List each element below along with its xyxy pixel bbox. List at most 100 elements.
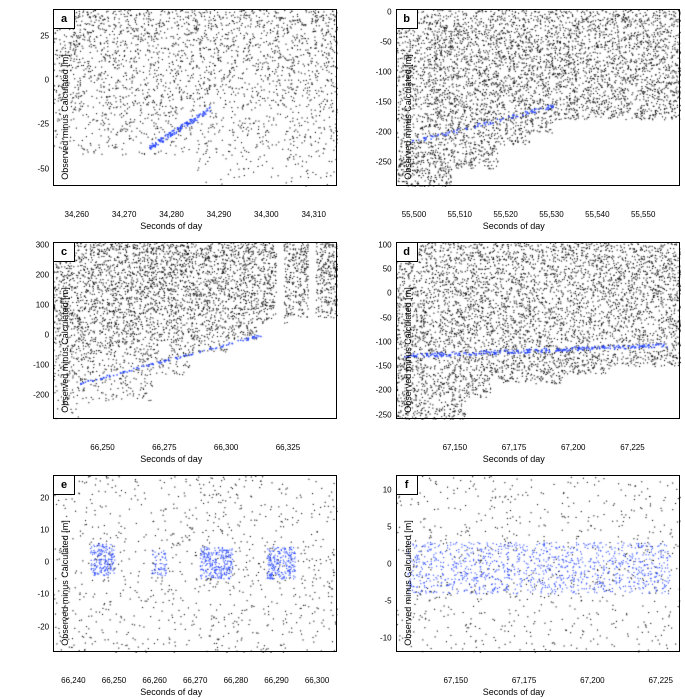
ytick: 25 bbox=[40, 31, 49, 40]
scatter-canvas-e bbox=[54, 476, 338, 653]
ytick: 10 bbox=[40, 526, 49, 535]
panel-tag-f: f bbox=[397, 476, 418, 495]
ytick: -50 bbox=[38, 164, 50, 173]
plot-area-f: f bbox=[396, 475, 680, 652]
xtick: 34,260 bbox=[65, 210, 89, 219]
plot-area-d: d bbox=[396, 242, 680, 419]
xtick: 67,200 bbox=[580, 676, 604, 685]
scatter-canvas-f bbox=[397, 476, 681, 653]
ytick: -150 bbox=[376, 362, 392, 371]
panel-c: c 66,250 66,275 66,300 66,325 -200 -100 0 100 200… bbox=[0, 233, 343, 466]
ytick: -200 bbox=[376, 128, 392, 137]
ylabel: Observed minus Calculated [m] bbox=[402, 520, 412, 646]
ylabel: Observed minus Calculated [m] bbox=[402, 287, 412, 413]
xtick: 66,270 bbox=[183, 676, 207, 685]
ytick: -100 bbox=[376, 68, 392, 77]
plot-area-b: b bbox=[396, 9, 680, 186]
ytick: -10 bbox=[38, 590, 50, 599]
xtick: 66,290 bbox=[264, 676, 288, 685]
panel-tag-a: a bbox=[54, 10, 75, 29]
xlabel: Seconds of day bbox=[483, 687, 545, 697]
panel-f: f 67,150 67,175 67,200 67,225 -10 -5 0 5 10 Observ… bbox=[343, 466, 685, 699]
xtick: 34,290 bbox=[207, 210, 231, 219]
xlabel: Seconds of day bbox=[140, 221, 202, 231]
ytick: 10 bbox=[383, 486, 392, 495]
xlabel: Seconds of day bbox=[483, 221, 545, 231]
xtick: 67,150 bbox=[443, 443, 467, 452]
ylabel: Observed minus Calculated [m] bbox=[402, 54, 412, 180]
panel-a: a 34,260 34,270 34,280 34,290 34,300 34,310 -50… bbox=[0, 0, 343, 233]
xtick: 34,310 bbox=[301, 210, 325, 219]
xtick: 66,300 bbox=[305, 676, 329, 685]
xtick: 67,175 bbox=[512, 676, 536, 685]
xtick: 55,520 bbox=[493, 210, 517, 219]
panel-e: e66,24066,25066,26066,27066,28066,29066,… bbox=[0, 466, 343, 699]
panel-tag-b: b bbox=[397, 10, 418, 29]
ylabel: Observed minus Calculated [m] bbox=[60, 54, 70, 180]
xtick: 67,175 bbox=[502, 443, 526, 452]
plot-area-c: c bbox=[53, 242, 337, 419]
ytick: -5 bbox=[384, 596, 391, 605]
ytick: -20 bbox=[38, 622, 50, 631]
xtick: 66,325 bbox=[276, 443, 300, 452]
ytick: -50 bbox=[380, 38, 392, 47]
xtick: 55,530 bbox=[539, 210, 563, 219]
scatter-canvas-b bbox=[397, 10, 681, 187]
xtick: 55,550 bbox=[631, 210, 655, 219]
xtick: 66,250 bbox=[102, 676, 126, 685]
xtick: 66,250 bbox=[90, 443, 114, 452]
ytick: -150 bbox=[376, 98, 392, 107]
ytick: 0 bbox=[45, 76, 49, 85]
scatter-canvas-c bbox=[54, 243, 338, 420]
panel-b: b 55,500 55,510 55,520 55,530 55,540 55,550 -25… bbox=[343, 0, 685, 233]
xlabel: Seconds of day bbox=[140, 454, 202, 464]
xtick: 34,270 bbox=[112, 210, 136, 219]
xlabel: Seconds of day bbox=[483, 454, 545, 464]
ytick: -10 bbox=[380, 633, 392, 642]
plot-area-a: a bbox=[53, 9, 337, 186]
xtick: 67,150 bbox=[443, 676, 467, 685]
panel-tag-d: d bbox=[397, 243, 418, 262]
xtick: 66,260 bbox=[142, 676, 166, 685]
ytick: -100 bbox=[376, 337, 392, 346]
xtick: 55,540 bbox=[585, 210, 609, 219]
xtick: 66,275 bbox=[152, 443, 176, 452]
figure-grid: a34,26034,27034,28034,29034,30034,310-50… bbox=[0, 0, 685, 699]
ytick: -200 bbox=[376, 386, 392, 395]
ytick: -100 bbox=[33, 361, 49, 370]
ytick: 200 bbox=[36, 271, 49, 280]
ytick: 300 bbox=[36, 241, 49, 250]
ytick: -250 bbox=[376, 158, 392, 167]
panel-tag-c: c bbox=[54, 243, 75, 262]
xtick: 34,280 bbox=[159, 210, 183, 219]
ytick: 0 bbox=[45, 558, 49, 567]
ytick: 20 bbox=[40, 493, 49, 502]
ytick: 100 bbox=[36, 301, 49, 310]
xtick: 67,225 bbox=[648, 676, 672, 685]
xtick: 66,300 bbox=[214, 443, 238, 452]
xtick: 55,510 bbox=[448, 210, 472, 219]
xtick: 34,300 bbox=[254, 210, 278, 219]
panel-d: d 67,150 67,175 67,200 67,225 -250 -200 -150 -10… bbox=[343, 233, 685, 466]
ytick: 100 bbox=[378, 240, 391, 249]
xtick: 67,200 bbox=[561, 443, 585, 452]
ytick: -200 bbox=[33, 391, 49, 400]
ytick: 0 bbox=[45, 331, 49, 340]
ytick: -250 bbox=[376, 410, 392, 419]
ytick: 0 bbox=[387, 559, 391, 568]
panel-tag-e: e bbox=[54, 476, 75, 495]
ylabel: Observed minus Calculated [m] bbox=[60, 520, 70, 646]
scatter-canvas-d bbox=[397, 243, 681, 420]
xtick: 55,500 bbox=[402, 210, 426, 219]
ytick: 50 bbox=[383, 265, 392, 274]
ylabel: Observed minus Calculated [m] bbox=[60, 287, 70, 413]
xtick: 66,240 bbox=[61, 676, 85, 685]
xlabel: Seconds of day bbox=[140, 687, 202, 697]
ytick: 0 bbox=[387, 8, 391, 17]
ytick: 0 bbox=[387, 289, 391, 298]
scatter-canvas-a bbox=[54, 10, 338, 187]
ytick: -50 bbox=[380, 313, 392, 322]
ytick: 5 bbox=[387, 522, 391, 531]
xtick: 67,225 bbox=[620, 443, 644, 452]
ytick: -25 bbox=[38, 120, 50, 129]
